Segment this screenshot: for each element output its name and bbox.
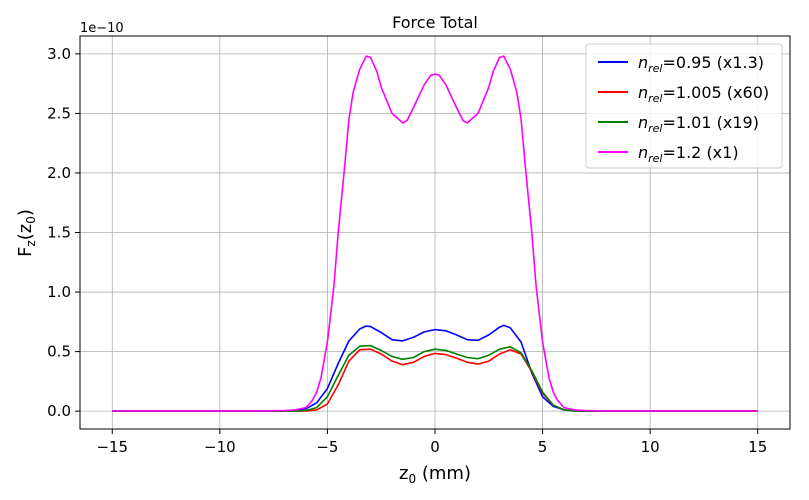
x-tick-label: −10 <box>204 438 236 456</box>
x-tick-label: 5 <box>538 438 548 456</box>
x-tick-label: −15 <box>96 438 128 456</box>
chart-title: Force Total <box>392 13 478 32</box>
legend-label: nrel=1.2 (x1) <box>638 143 739 165</box>
series-line-1 <box>112 324 758 412</box>
y-tick-label: 2.5 <box>47 104 71 122</box>
y-axis-title: Fz(z0) <box>15 209 38 257</box>
series-line-3 <box>112 344 758 412</box>
x-tick-label: −5 <box>316 438 338 456</box>
y-tick-label: 3.0 <box>47 45 71 63</box>
series-line-4 <box>112 55 758 412</box>
legend: nrel=0.95 (x1.3) nrel=1.005 (x60) nrel=1.0… <box>585 43 783 169</box>
y-tick-label: 2.0 <box>47 164 71 182</box>
legend-box <box>585 43 783 169</box>
y-tick-label: 0.0 <box>47 402 71 420</box>
legend-label: nrel=1.005 (x60) <box>638 83 769 105</box>
axis-ticks <box>75 53 759 434</box>
series-lines <box>112 55 758 412</box>
x-tick-label: 10 <box>641 438 660 456</box>
legend-label: nrel=1.01 (x19) <box>638 113 759 135</box>
y-tick-labels: 0.0 0.5 1.0 1.5 2.0 2.5 3.0 <box>47 45 71 420</box>
y-tick-label: 1.0 <box>47 283 71 301</box>
y-tick-label: 0.5 <box>47 343 71 361</box>
legend-label: nrel=0.95 (x1.3) <box>638 53 764 75</box>
y-tick-label: 1.5 <box>47 224 71 242</box>
y-scale-label: 1e−10 <box>80 21 124 36</box>
x-axis-title-sub: 0 <box>408 472 416 486</box>
x-tick-label: 15 <box>748 438 767 456</box>
x-axis-title: z0 (mm) <box>399 463 471 486</box>
x-tick-label: 0 <box>430 438 440 456</box>
x-tick-labels: −15 −10 −5 0 5 10 15 <box>96 438 767 456</box>
legend-entries: nrel=0.95 (x1.3) nrel=1.005 (x60) nrel=1.0… <box>598 53 769 165</box>
